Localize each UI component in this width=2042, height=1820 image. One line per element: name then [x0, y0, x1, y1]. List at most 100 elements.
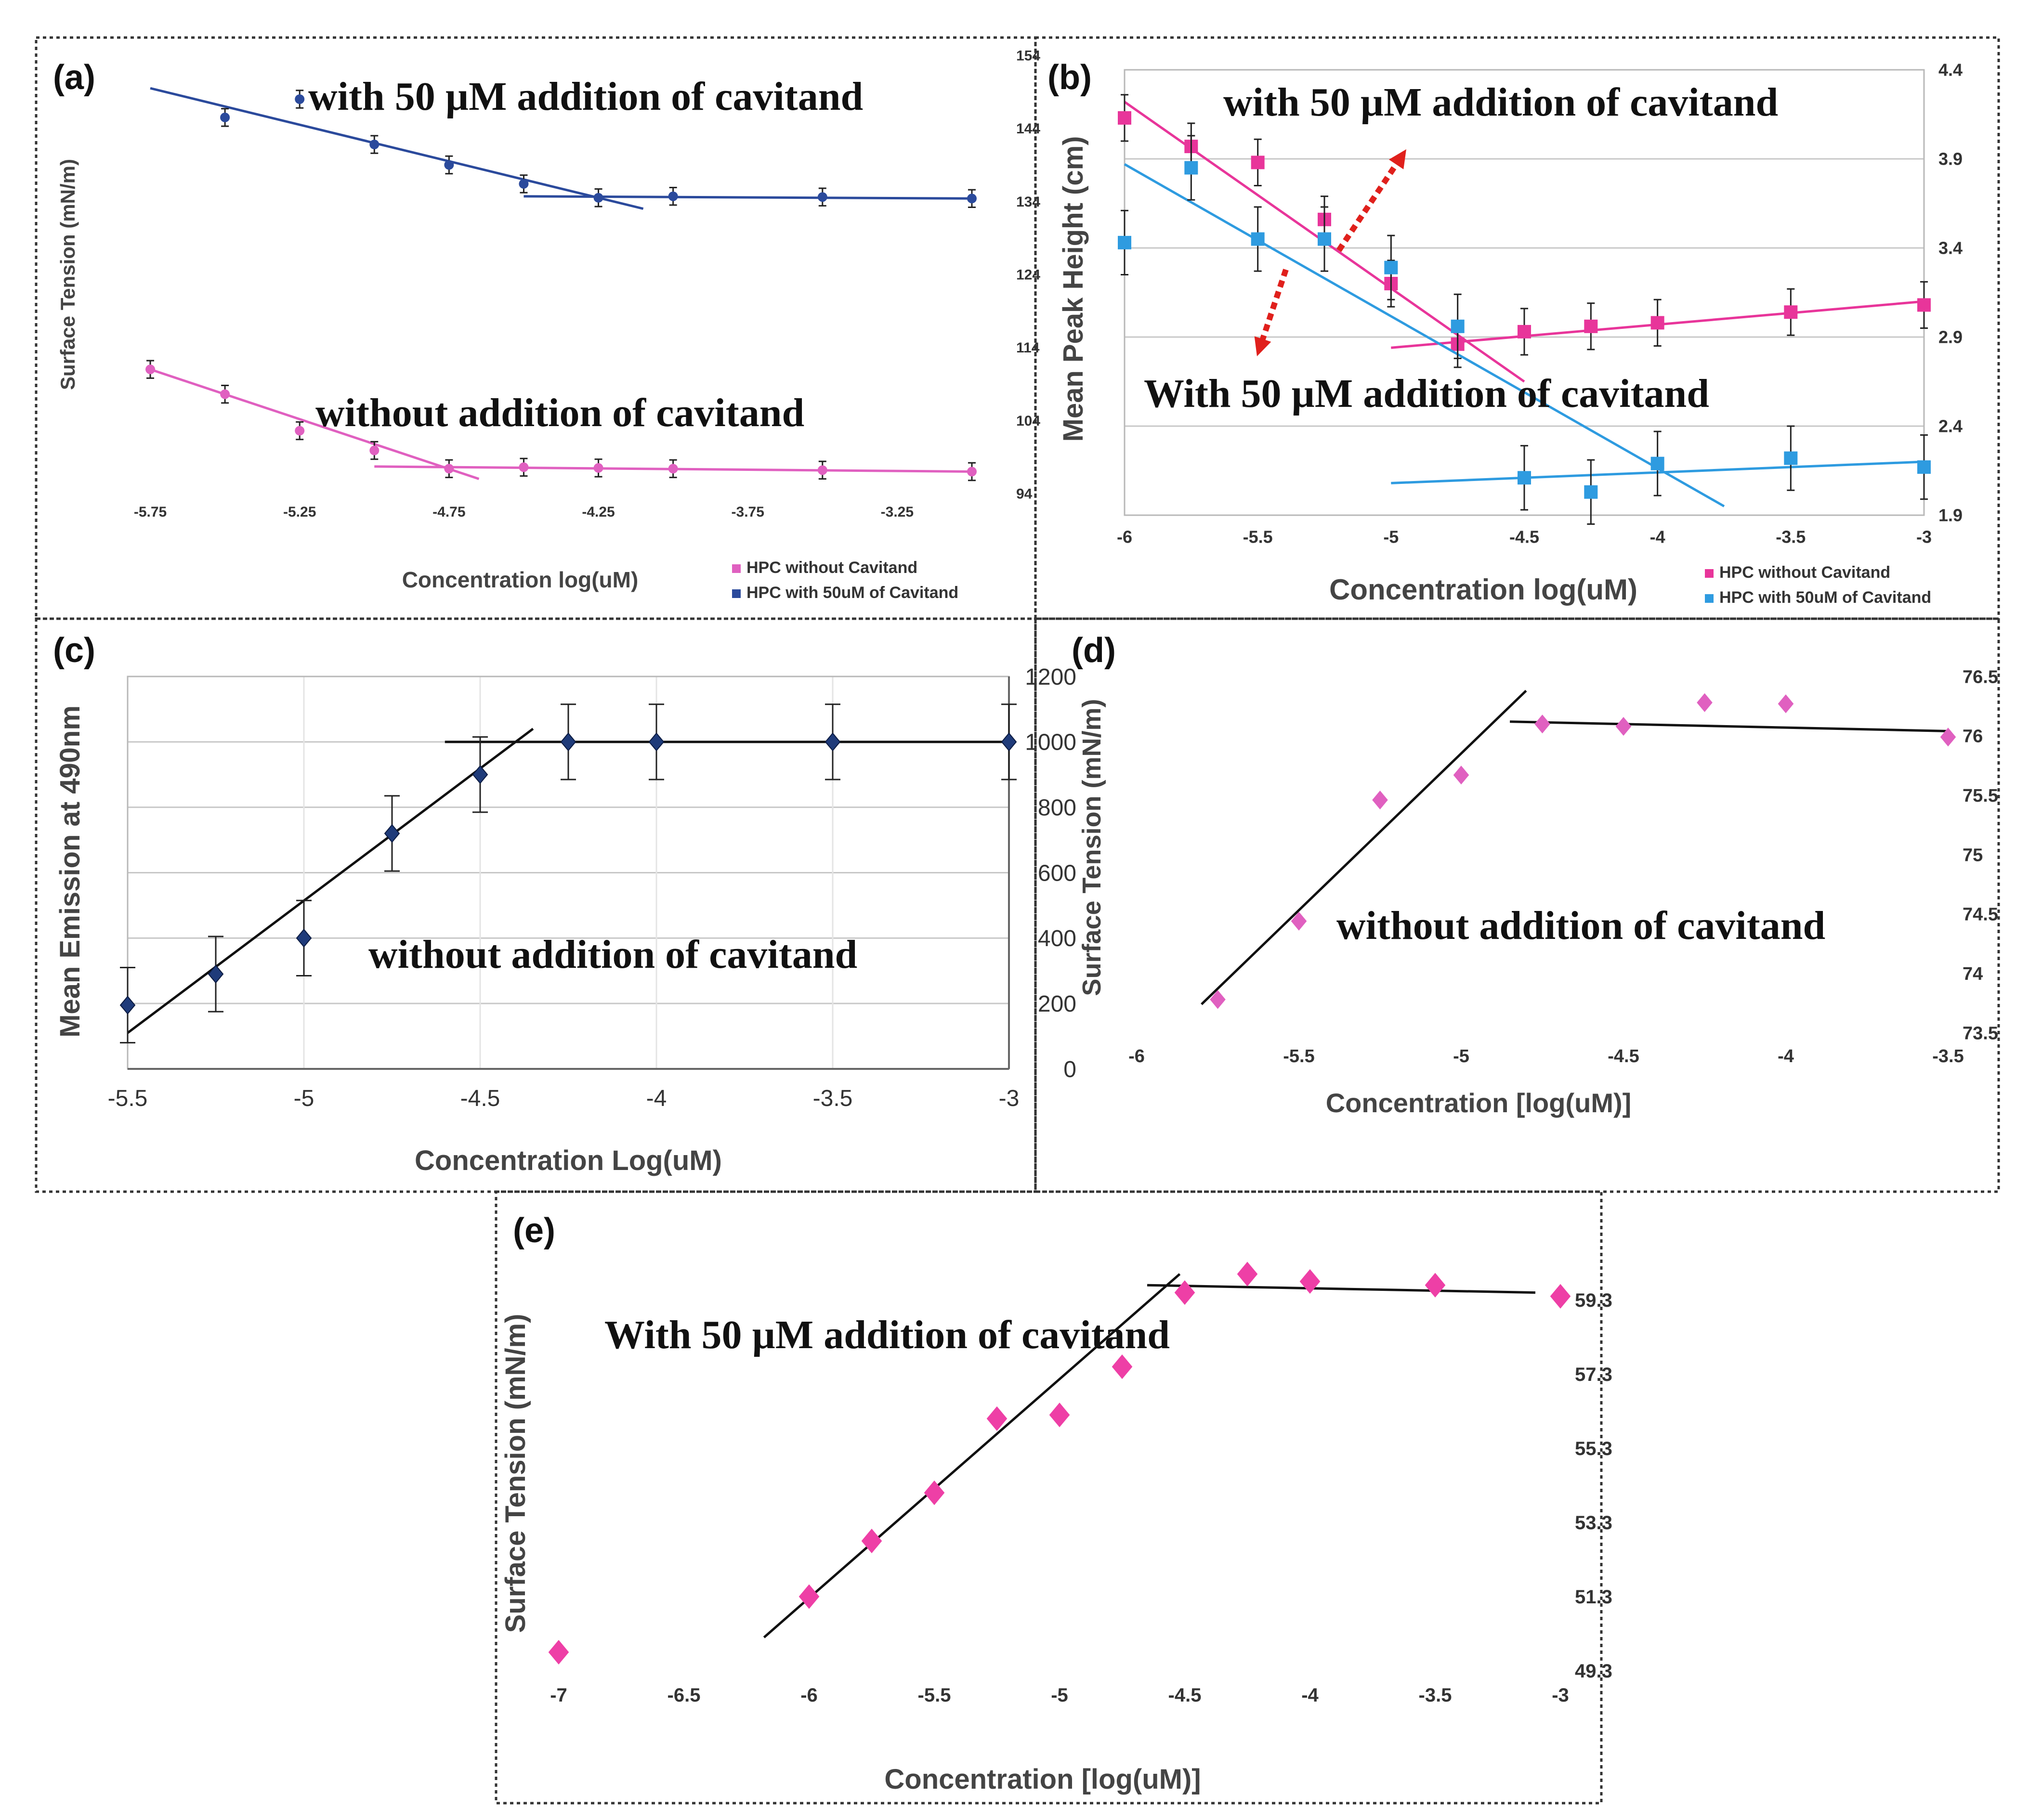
y-tick-label: 200 — [1038, 991, 1076, 1017]
chart-panel-a: -5.75 -5.25 -4.75 -4.25 -3.75 -3.259410411412… — [35, 36, 1040, 620]
data-point — [648, 732, 665, 752]
panel-label: (b) — [1047, 58, 1092, 97]
x-tick-label: -6.5 — [668, 1685, 701, 1706]
x-tick-label: -5.5 — [108, 1086, 148, 1111]
chart-panel-c: -5.5 -5 -4.5 -4 -3.5 -3 0 200 400 600 800 1000 1200 C… — [35, 617, 1076, 1193]
red-arrow-head — [1388, 149, 1406, 169]
y-tick-label: 124 — [1016, 267, 1040, 283]
y-tick-label: 800 — [1038, 795, 1076, 820]
x-tick-label: -5 — [1453, 1046, 1469, 1066]
legend-swatch — [1705, 569, 1714, 578]
x-tick-label: -3 — [1916, 527, 1932, 547]
x-tick-label: -5.75 — [134, 504, 167, 520]
x-tick-label: -4.5 — [1168, 1685, 1202, 1706]
data-point — [1697, 693, 1713, 712]
data-point — [1001, 732, 1017, 752]
y-axis-label: Mean Emission at 490nm — [54, 705, 86, 1038]
annotation-text: With 50 µM addition of cavitand — [1144, 371, 1709, 416]
data-point — [1778, 694, 1794, 714]
data-point — [220, 112, 230, 122]
y-tick-label: 57.3 — [1575, 1364, 1612, 1385]
data-point — [369, 445, 380, 455]
x-tick-label: -3.5 — [1932, 1046, 1963, 1066]
y-axis-label: Surface Tension (mN/m) — [56, 159, 79, 390]
y-tick-label: 75.5 — [1963, 786, 1998, 806]
annotation-text: without addition of cavitand — [1336, 903, 1825, 948]
fit-line — [127, 728, 534, 1034]
y-tick-label: 94 — [1016, 486, 1033, 502]
data-point — [1534, 715, 1550, 734]
panel-label: (e) — [513, 1211, 555, 1250]
fit-line — [1147, 1284, 1536, 1294]
fit-line — [150, 368, 480, 481]
series-0 — [548, 1261, 1571, 1665]
data-point — [1318, 232, 1331, 246]
data-point — [1518, 325, 1531, 338]
data-point — [548, 1639, 569, 1665]
annotation-text: without addition of cavitand — [368, 932, 857, 977]
y-tick-label: 53.3 — [1575, 1512, 1612, 1534]
data-point — [1251, 232, 1265, 246]
data-point — [967, 194, 977, 204]
x-tick-label: -3 — [999, 1086, 1020, 1111]
data-point — [593, 193, 603, 203]
data-point — [208, 964, 224, 984]
red-arrow-head — [1254, 336, 1271, 356]
data-point — [119, 996, 136, 1015]
panel-label: (c) — [53, 631, 95, 670]
panel-label: (a) — [53, 58, 95, 97]
data-point — [296, 928, 312, 948]
data-point — [1650, 456, 1664, 470]
x-tick-label: -3.25 — [881, 504, 914, 520]
data-point — [1118, 235, 1131, 249]
data-point — [295, 426, 305, 436]
annotation-text: with 50 µM addition of cavitand — [1223, 80, 1778, 125]
data-point — [593, 463, 603, 473]
x-tick-label: -5.5 — [1243, 527, 1273, 547]
data-point — [1917, 298, 1931, 312]
panel-label: (d) — [1072, 631, 1116, 670]
data-point — [444, 160, 454, 170]
fit-line — [1510, 720, 1949, 732]
x-tick-label: -4.75 — [432, 504, 465, 520]
y-tick-label: 104 — [1016, 413, 1040, 429]
x-tick-label: -4.25 — [582, 504, 615, 520]
x-tick-label: -3.5 — [813, 1086, 853, 1111]
fit-line — [150, 87, 644, 210]
x-tick-label: -5 — [1051, 1685, 1068, 1706]
x-tick-label: -4.5 — [1509, 527, 1539, 547]
y-tick-label: 144 — [1016, 121, 1040, 137]
data-point — [472, 765, 488, 784]
x-tick-label: -5.25 — [283, 504, 316, 520]
y-tick-label: 400 — [1038, 926, 1076, 951]
data-point — [519, 179, 529, 189]
y-tick-label: 59.3 — [1575, 1290, 1612, 1311]
y-tick-label: 51.3 — [1575, 1586, 1612, 1608]
chart-panel-b: -6 -5.5 -5 -4.5 -4 -3.5 -3 1.9 2.4 2.9 3.4 3.9 4.4 Co… — [1034, 36, 2000, 620]
fit-line — [1201, 689, 1527, 1005]
y-tick-label: 0 — [1063, 1057, 1076, 1082]
chart-panel-d: -6 -5.5 -5 -4.5 -4 -3.573.5 74 74.5 75 75.5 76 76.5… — [1034, 617, 2000, 1193]
data-point — [1118, 111, 1131, 125]
y-tick-label: 74.5 — [1963, 905, 1998, 925]
y-tick-label: 3.9 — [1938, 149, 1963, 169]
data-point — [1174, 1280, 1195, 1305]
data-point — [986, 1406, 1008, 1431]
data-point — [1784, 451, 1798, 465]
annotation-text: without addition of cavitand — [315, 390, 804, 435]
legend: HPC without Cavitand HPC with 50uM of Cav… — [1705, 563, 1931, 607]
legend-swatch — [732, 564, 741, 573]
x-tick-label: -4 — [1301, 1685, 1319, 1706]
data-point — [1940, 728, 1956, 747]
data-point — [1453, 766, 1469, 785]
series-0 — [1201, 689, 1956, 1009]
data-point — [1251, 156, 1265, 169]
data-point — [967, 467, 977, 477]
series-0 — [1118, 94, 1931, 383]
annotation-text: With 50 µM addition of cavitand — [604, 1313, 1170, 1357]
data-point — [825, 732, 841, 752]
y-axis-label: Mean Peak Height (cm) — [1058, 136, 1089, 442]
y-tick-label: 600 — [1038, 860, 1076, 886]
series-1 — [145, 360, 977, 481]
